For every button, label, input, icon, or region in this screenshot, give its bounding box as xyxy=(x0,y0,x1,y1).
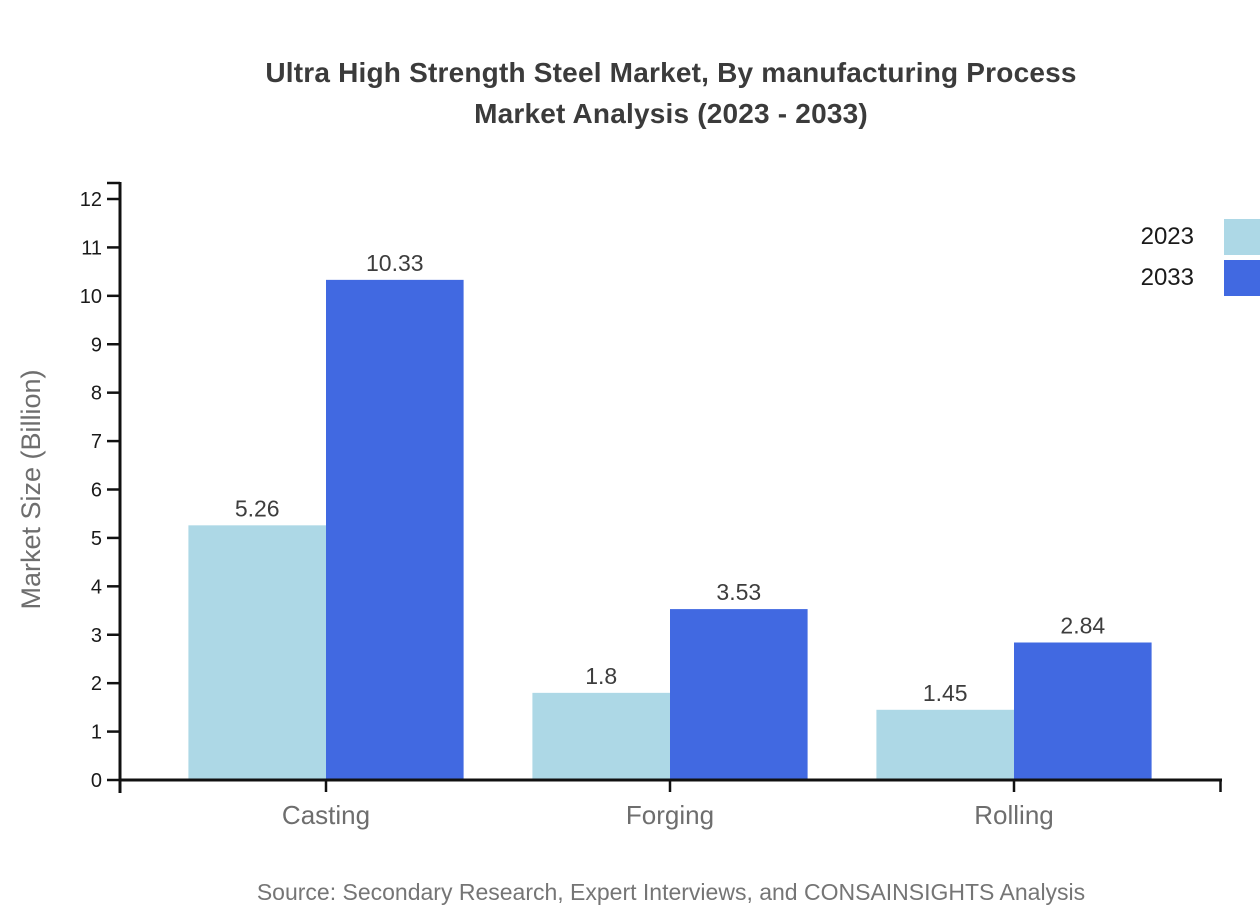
chart-title-line1: Ultra High Strength Steel Market, By man… xyxy=(265,57,1077,88)
y-tick-label-6: 6 xyxy=(91,480,102,502)
legend-swatch-2033 xyxy=(1224,260,1260,296)
x-category-label-forging: Forging xyxy=(626,800,714,830)
legend-item-2033: 2033 xyxy=(1141,260,1260,296)
y-tick-label-11: 11 xyxy=(81,237,102,259)
y-tick-label-10: 10 xyxy=(80,286,102,308)
bar-2033-rolling xyxy=(1014,642,1152,780)
bar-value-label-2033-forging: 3.53 xyxy=(716,579,761,605)
chart-legend: 2023 2033 xyxy=(1141,219,1260,296)
chart-title: Ultra High Strength Steel Market, By man… xyxy=(81,52,1260,134)
legend-label-2033: 2033 xyxy=(1140,264,1194,291)
y-tick-label-7: 7 xyxy=(91,431,102,453)
bar-2033-casting xyxy=(326,279,464,780)
y-axis-title: Market Size (Billion) xyxy=(16,369,46,609)
y-tick-label-0: 0 xyxy=(91,770,102,792)
legend-label-2023: 2023 xyxy=(1140,223,1194,250)
x-category-label-casting: Casting xyxy=(282,800,370,830)
bar-2033-forging xyxy=(670,609,808,780)
y-tick-label-8: 8 xyxy=(91,383,102,405)
y-tick-label-3: 3 xyxy=(91,625,102,647)
y-tick-label-12: 12 xyxy=(80,189,102,211)
bar-value-label-2023-forging: 1.8 xyxy=(585,663,617,689)
y-tick-label-9: 9 xyxy=(91,334,102,356)
y-tick-label-5: 5 xyxy=(91,528,102,550)
legend-swatch-2023 xyxy=(1224,219,1260,255)
chart-title-line2: Market Analysis (2023 - 2033) xyxy=(474,98,868,129)
bar-value-label-2033-rolling: 2.84 xyxy=(1060,612,1105,638)
y-tick-label-1: 1 xyxy=(91,722,102,744)
source-note: Source: Secondary Research, Expert Inter… xyxy=(256,879,1086,905)
bar-value-label-2023-rolling: 1.45 xyxy=(923,680,968,706)
bar-2023-casting xyxy=(188,525,326,780)
x-category-label-rolling: Rolling xyxy=(974,800,1054,830)
y-tick-label-2: 2 xyxy=(91,673,102,695)
bar-value-label-2023-casting: 5.26 xyxy=(235,495,280,521)
bar-2023-rolling xyxy=(876,709,1014,780)
y-tick-label-4: 4 xyxy=(91,576,102,598)
bar-value-label-2033-casting: 10.33 xyxy=(366,250,424,276)
legend-item-2023: 2023 xyxy=(1141,219,1260,255)
bar-2023-forging xyxy=(532,692,670,780)
